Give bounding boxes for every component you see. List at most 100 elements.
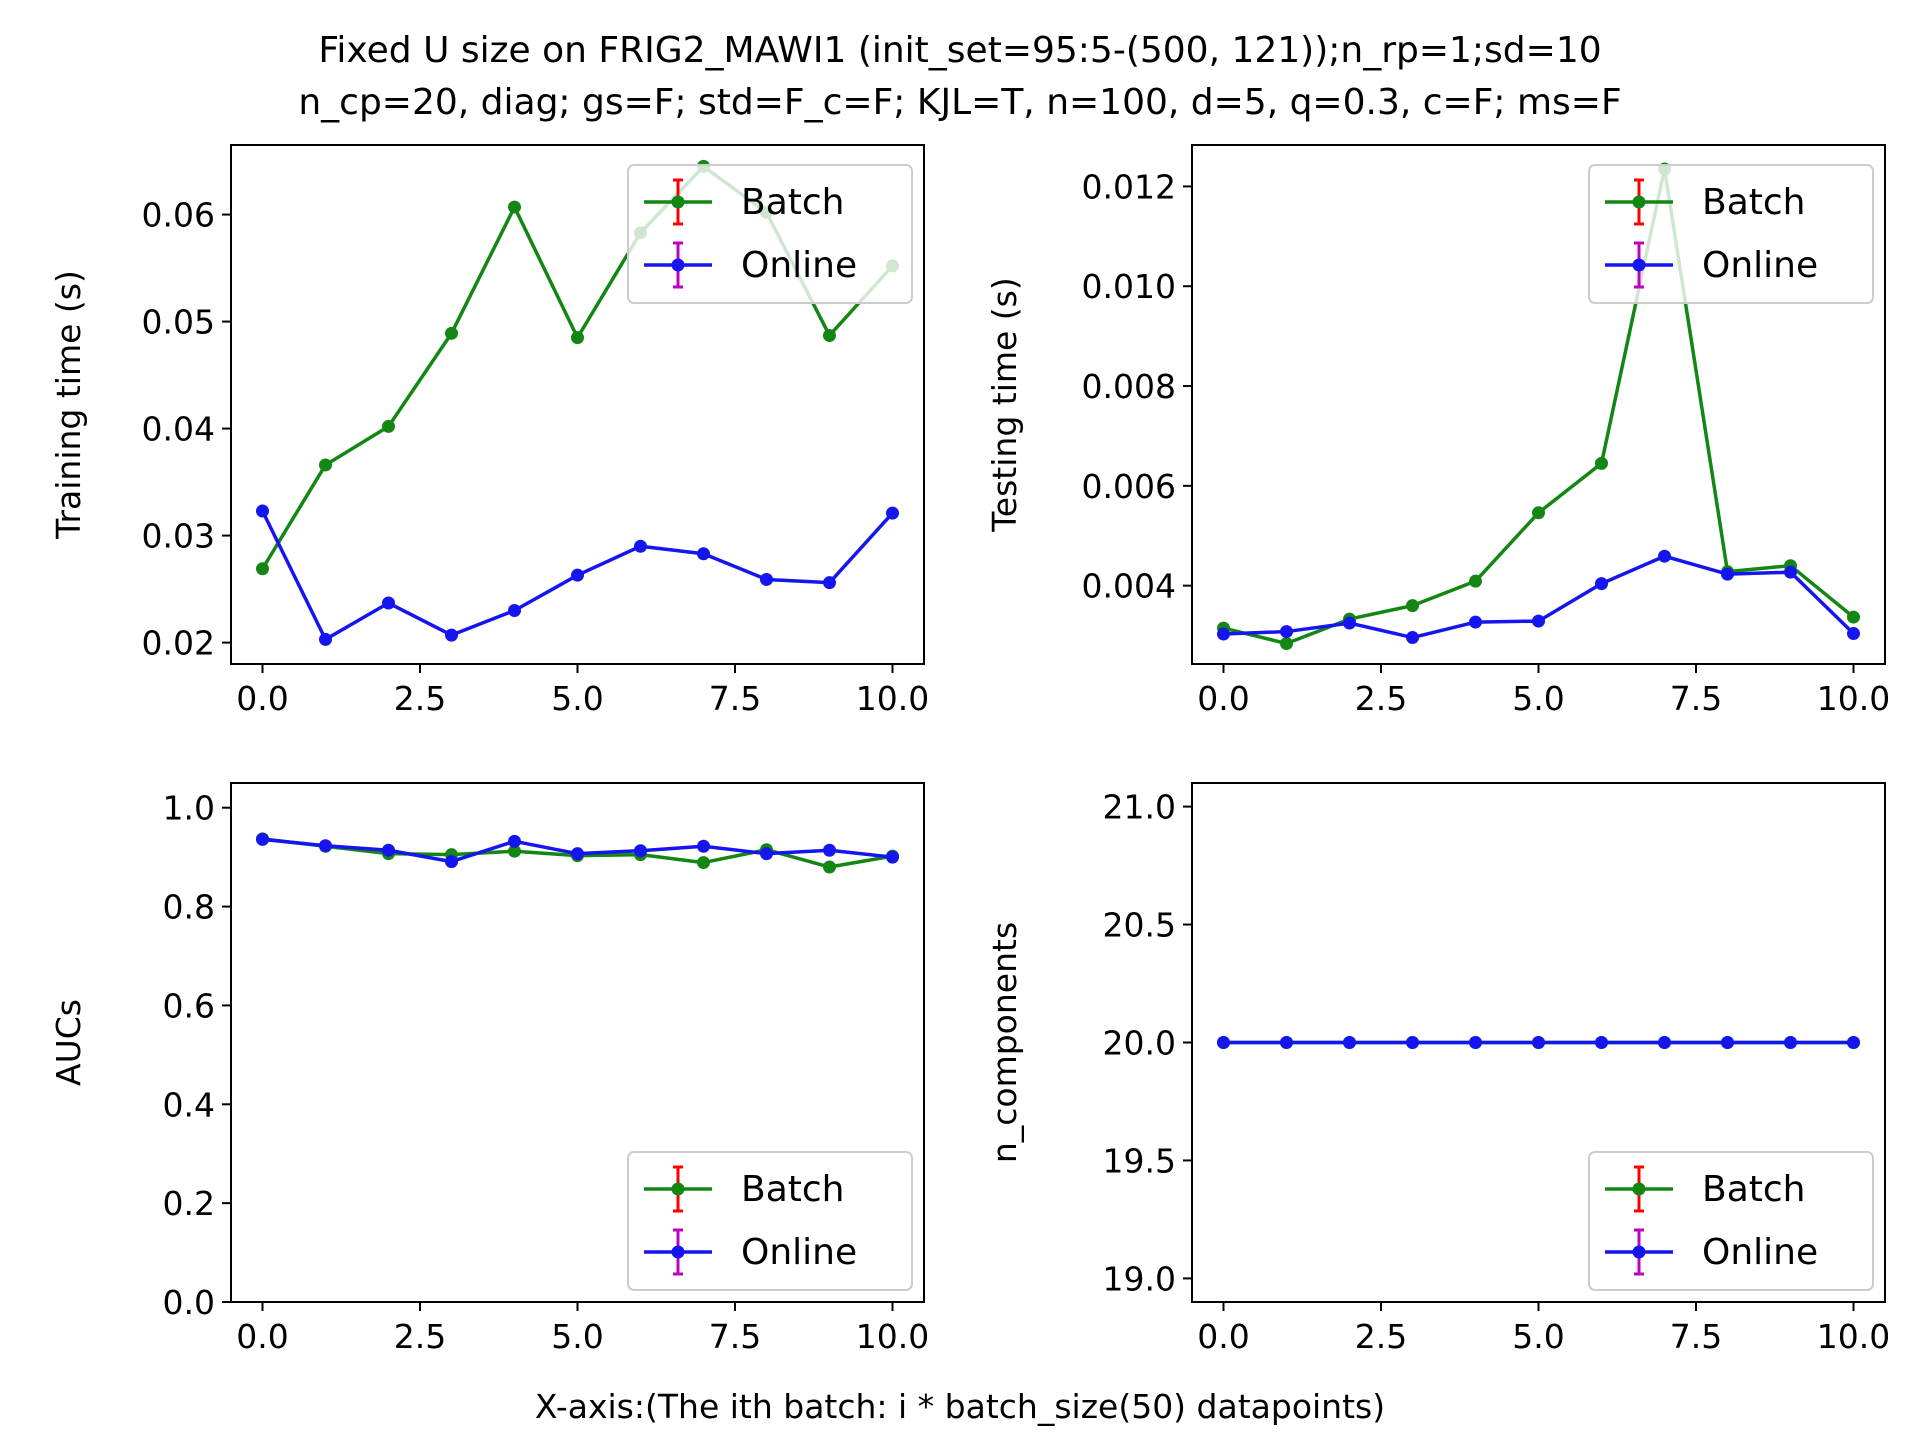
- data-point-batch: [508, 844, 521, 858]
- subplots-container: 0.0 2.5 5.0 7.5 10.0 0.02 0.03 0.04 0.05 0.06 Trai…: [49, 144, 1890, 1356]
- x-tick-label: 7.5: [709, 1317, 761, 1356]
- y-tick-label: 0.010: [1082, 267, 1176, 306]
- data-point-online: [1343, 616, 1356, 630]
- y-axis-label: Training time (s): [49, 270, 88, 540]
- legend-box: [627, 164, 913, 304]
- data-point-online: [886, 850, 899, 864]
- data-point-batch: [571, 331, 584, 345]
- legend-box: [1588, 1151, 1874, 1291]
- data-point-online: [1658, 549, 1671, 563]
- subplot-4: 0.0 2.5 5.0 7.5 10.0 19.0 19.5 20.0 20.5 21.0 n_co…: [985, 782, 1890, 1356]
- y-tick-label: 0.0: [163, 1283, 215, 1322]
- data-point-online: [508, 834, 521, 848]
- data-point-batch: [319, 458, 332, 472]
- data-point-online: [382, 596, 395, 610]
- x-tick-label: 10.0: [856, 679, 929, 718]
- data-point-batch: [1280, 637, 1293, 651]
- y-tick-label: 0.008: [1082, 367, 1176, 406]
- legend-marker-batch: [671, 1182, 685, 1196]
- legend: Batch Online: [1588, 164, 1874, 304]
- data-point-online: [1595, 1036, 1608, 1049]
- legend-marker-online: [671, 1245, 685, 1259]
- legend-marker-online: [1632, 258, 1646, 272]
- legend: Batch Online: [627, 1151, 913, 1291]
- x-tick-label: 2.5: [1355, 679, 1407, 718]
- y-tick-label: 0.2: [163, 1184, 215, 1223]
- x-tick-label: 5.0: [1512, 1317, 1564, 1356]
- y-tick-label: 21.0: [1103, 788, 1176, 827]
- data-point-batch: [1469, 574, 1482, 588]
- data-point-online: [1343, 1036, 1356, 1049]
- y-axis-label: Testing time (s): [985, 277, 1024, 533]
- plot-frame: [1191, 144, 1886, 665]
- y-tick-label: 19.0: [1103, 1259, 1176, 1298]
- y-tick-label: 1.0: [163, 789, 215, 828]
- y-tick-label: 0.6: [163, 986, 215, 1025]
- data-point-batch: [1595, 456, 1608, 470]
- x-tick-label: 2.5: [1355, 1317, 1407, 1356]
- y-tick-label: 0.04: [142, 410, 215, 449]
- y-tick-label: 0.012: [1082, 167, 1176, 206]
- figure-title-line1: Fixed U size on FRIG2_MAWI1 (init_set=95…: [318, 30, 1601, 71]
- x-tick-label: 10.0: [856, 1317, 929, 1356]
- y-tick-label: 0.02: [142, 624, 215, 663]
- legend-marker-online: [1632, 1245, 1646, 1259]
- plot-frame: [230, 144, 925, 665]
- plot-frame: [230, 782, 925, 1303]
- data-point-online: [1217, 1036, 1230, 1049]
- figure-title-line2: n_cp=20, diag; gs=F; std=F_c=F; KJL=T, n…: [298, 82, 1621, 123]
- data-point-batch: [823, 328, 836, 342]
- x-tick-label: 5.0: [551, 1317, 603, 1356]
- y-axis-label: n_components: [985, 922, 1024, 1163]
- figure-xlabel: X-axis:(The ith batch: i * batch_size(50…: [535, 1387, 1385, 1426]
- data-point-online: [1280, 1036, 1293, 1049]
- data-point-online: [697, 839, 710, 853]
- data-point-online: [319, 839, 332, 853]
- x-tick-label: 10.0: [1817, 679, 1890, 718]
- data-point-online: [1469, 615, 1482, 629]
- data-point-batch: [445, 326, 458, 340]
- data-point-online: [319, 632, 332, 646]
- y-tick-label: 0.4: [163, 1085, 215, 1124]
- data-point-online: [1721, 567, 1734, 581]
- data-point-batch: [697, 856, 710, 870]
- x-tick-label: 7.5: [1670, 679, 1722, 718]
- data-point-online: [1406, 1036, 1419, 1049]
- legend-marker-batch: [1632, 1182, 1646, 1196]
- data-point-batch: [1847, 610, 1860, 624]
- data-point-online: [1847, 1036, 1860, 1049]
- data-point-online: [1469, 1036, 1482, 1049]
- legend: Batch Online: [627, 164, 913, 304]
- y-tick-label: 20.5: [1103, 906, 1176, 945]
- data-point-batch: [508, 200, 521, 214]
- data-point-online: [634, 539, 647, 553]
- legend-label-online: Online: [1702, 1232, 1818, 1273]
- data-point-online: [1721, 1036, 1734, 1049]
- y-tick-label: 0.8: [163, 888, 215, 927]
- data-point-online: [760, 572, 773, 586]
- data-point-online: [634, 844, 647, 858]
- x-tick-label: 7.5: [1670, 1317, 1722, 1356]
- y-tick-label: 0.06: [142, 196, 215, 235]
- data-point-online: [445, 628, 458, 642]
- data-point-online: [256, 504, 269, 518]
- data-point-online: [1784, 565, 1797, 579]
- data-point-online: [1784, 1036, 1797, 1049]
- data-point-online: [1847, 627, 1860, 641]
- subplot-3: 0.0 2.5 5.0 7.5 10.0 0.0 0.2 0.4 0.6 0.8 1.0 AUCs Ba…: [49, 782, 929, 1356]
- y-tick-label: 0.006: [1082, 467, 1176, 506]
- y-tick-label: 19.5: [1103, 1141, 1176, 1180]
- legend-marker-batch: [1632, 195, 1646, 209]
- data-point-online: [256, 832, 269, 846]
- x-tick-label: 0.0: [1197, 1317, 1249, 1356]
- y-tick-label: 0.004: [1082, 567, 1176, 606]
- data-point-online: [1280, 625, 1293, 639]
- x-tick-label: 10.0: [1817, 1317, 1890, 1356]
- data-point-online: [823, 576, 836, 590]
- data-point-online: [508, 603, 521, 617]
- data-point-online: [1217, 627, 1230, 641]
- data-point-batch: [382, 419, 395, 433]
- x-tick-label: 5.0: [1512, 679, 1564, 718]
- x-tick-label: 2.5: [394, 679, 446, 718]
- y-tick-label: 20.0: [1103, 1024, 1176, 1063]
